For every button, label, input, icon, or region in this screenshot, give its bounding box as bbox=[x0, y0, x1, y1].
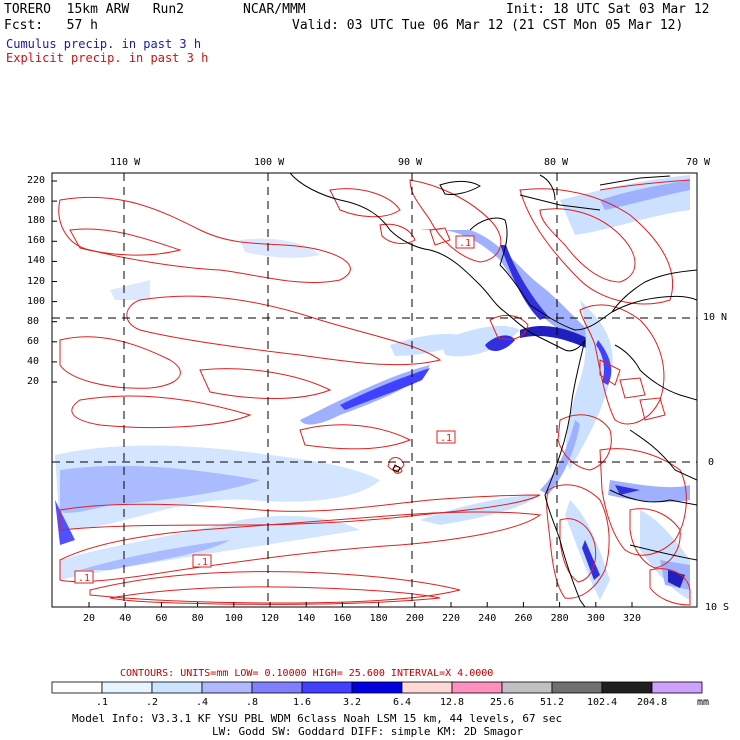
cumulus-legend: Cumulus precip. in past 3 h bbox=[6, 37, 202, 51]
model-title: TORERO 15km ARW Run2 bbox=[4, 2, 185, 17]
colorbar-swatch bbox=[601, 681, 653, 694]
x-tick-label: 180 bbox=[369, 613, 388, 624]
colorbar-label: 1.6 bbox=[293, 697, 311, 708]
forecast-hour: Fcst: 57 h bbox=[4, 18, 98, 33]
contours-info: CONTOURS: UNITS=mm LOW= 0.10000 HIGH= 25… bbox=[120, 668, 493, 679]
plot-frame bbox=[51, 172, 698, 608]
org-label: NCAR/MMM bbox=[243, 2, 306, 17]
x-tick-label: 280 bbox=[550, 613, 569, 624]
lon-label-80w: 80 W bbox=[544, 157, 569, 168]
y-tick-label: 160 bbox=[27, 235, 46, 247]
y-tick-label: 200 bbox=[27, 195, 46, 207]
y-tick-label: 180 bbox=[27, 215, 46, 227]
contour-value-boxes: .1 .1 .1 .1 bbox=[74, 235, 475, 584]
colorbar-label: 51.2 bbox=[540, 697, 564, 708]
frame-tick-marks bbox=[52, 180, 633, 607]
explicit-legend: Explicit precip. in past 3 h bbox=[6, 51, 209, 65]
x-tick-label: 20 bbox=[83, 613, 96, 624]
lat-label-10s: 10 S bbox=[705, 602, 730, 613]
x-tick-label: 80 bbox=[191, 613, 204, 624]
x-tick-label: 240 bbox=[478, 613, 497, 624]
colorbar-label: 6.4 bbox=[393, 697, 411, 708]
colorbar-swatch bbox=[51, 681, 103, 694]
x-tick-label: 300 bbox=[586, 613, 605, 624]
lon-label-90w: 90 W bbox=[398, 157, 423, 168]
box-label: .1 bbox=[459, 238, 471, 249]
colorbar-swatch bbox=[251, 681, 303, 694]
model-info-line1: Model Info: V3.3.1 KF YSU PBL WDM 6class… bbox=[72, 712, 562, 725]
x-tick-label: 120 bbox=[261, 613, 280, 624]
y-tick-label: 60 bbox=[27, 335, 40, 347]
y-tick-label: 80 bbox=[27, 315, 40, 327]
y-tick-label: 100 bbox=[27, 295, 46, 307]
init-time: Init: 18 UTC Sat 03 Mar 12 bbox=[506, 2, 710, 17]
explicit-precip-contours bbox=[58, 179, 691, 606]
colorbar-label: 3.2 bbox=[343, 697, 361, 708]
y-tick-label: 20 bbox=[27, 376, 40, 387]
box-label: .1 bbox=[196, 557, 208, 568]
colorbar-swatch bbox=[651, 681, 703, 694]
colorbar-swatch bbox=[351, 681, 403, 694]
x-tick-label: 100 bbox=[224, 613, 243, 624]
valid-time: Valid: 03 UTC Tue 06 Mar 12 (21 CST Mon … bbox=[292, 18, 684, 33]
colorbar-swatch bbox=[301, 681, 353, 694]
colorbar-swatch bbox=[201, 681, 253, 694]
x-tick-label: 140 bbox=[297, 613, 316, 624]
y-tick-label: 120 bbox=[27, 275, 46, 287]
x-tick-label: 40 bbox=[119, 613, 132, 624]
cumulus-precip-shading bbox=[55, 175, 690, 600]
coastline bbox=[289, 173, 697, 607]
colorbar-swatch bbox=[551, 681, 603, 694]
colorbar-swatch bbox=[401, 681, 453, 694]
x-tick-label: 60 bbox=[155, 613, 168, 624]
x-tick-label: 260 bbox=[514, 613, 533, 624]
y-tick-label: 220 bbox=[27, 175, 46, 186]
latlon-grid bbox=[52, 173, 697, 607]
x-tick-label: 320 bbox=[623, 613, 642, 624]
lon-label-110w: 110 W bbox=[110, 157, 141, 168]
colorbar-swatch bbox=[101, 681, 153, 694]
x-tick-label: 200 bbox=[405, 613, 424, 624]
colorbar-unit: mm bbox=[697, 697, 709, 708]
lat-label-0: 0 bbox=[708, 457, 715, 468]
colorbar-label: .4 bbox=[196, 697, 208, 708]
y-tick-label: 140 bbox=[27, 255, 46, 267]
colorbar-label: 102.4 bbox=[587, 697, 617, 708]
x-tick-label: 160 bbox=[333, 613, 352, 624]
colorbar-label: 204.8 bbox=[637, 697, 667, 708]
lon-label-70w: 70 W bbox=[686, 157, 711, 168]
colorbar-label: 12.8 bbox=[440, 697, 464, 708]
y-tick-label: 40 bbox=[27, 355, 40, 367]
colorbar-label: .1 bbox=[96, 697, 108, 708]
box-label: .1 bbox=[78, 573, 90, 584]
colorbar-label: .8 bbox=[246, 697, 258, 708]
colorbar-label: 25.6 bbox=[490, 697, 514, 708]
lon-label-100w: 100 W bbox=[254, 157, 285, 168]
colorbar: .1 .2 .4 .8 1.6 3.2 6.4 12.8 25.6 51.2 102.4 204.8 bbox=[51, 681, 703, 708]
colorbar-swatch bbox=[501, 681, 553, 694]
box-label: .1 bbox=[440, 433, 452, 444]
colorbar-swatch bbox=[151, 681, 203, 694]
lat-label-10n: 10 N bbox=[703, 312, 728, 323]
colorbar-swatch bbox=[451, 681, 503, 694]
colorbar-label: .2 bbox=[146, 697, 158, 708]
model-info-line2: LW: Godd SW: Goddard DIFF: simple KM: 2D… bbox=[212, 725, 524, 738]
x-tick-label: 220 bbox=[442, 613, 461, 624]
